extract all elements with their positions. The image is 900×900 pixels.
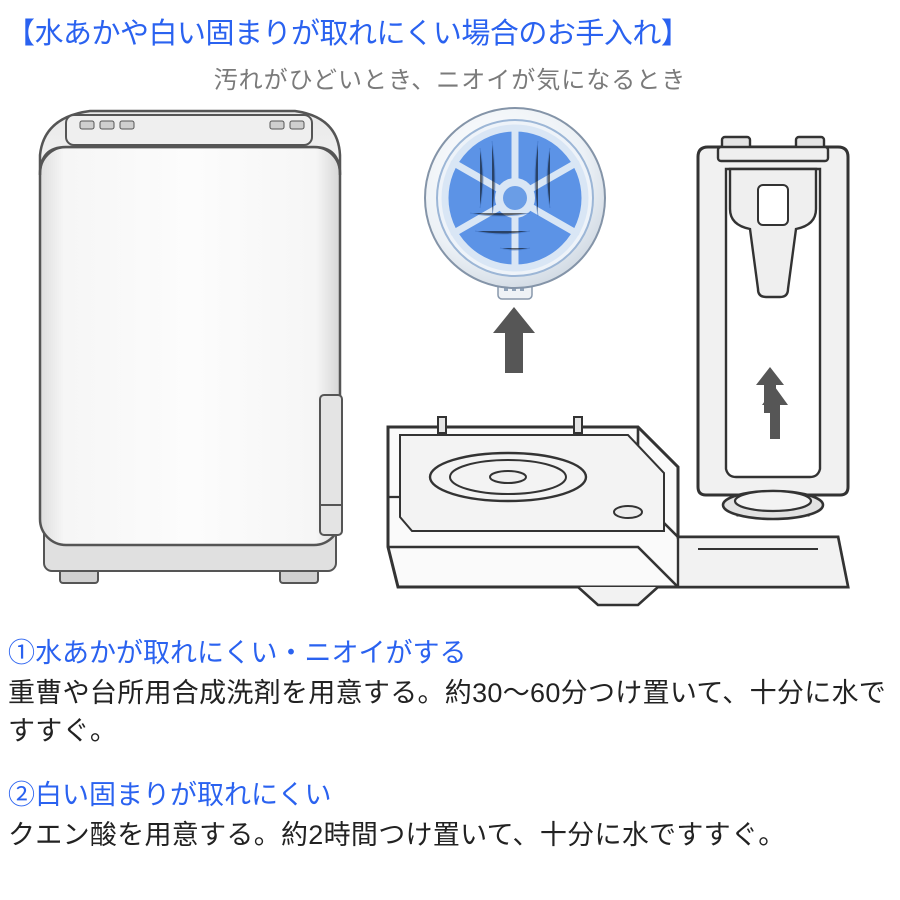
step1-heading: ①水あかが取れにくい・ニオイがする — [8, 631, 892, 670]
water-tray-tank-icon — [378, 117, 888, 617]
page-title: 【水あかや白い固まりが取れにくい場合のお手入れ】 — [0, 0, 900, 54]
step1-body: 重曹や台所用合成洗剤を用意する。約30～60分つけ置いて、十分に水ですすぐ。 — [8, 674, 892, 751]
step2-heading: ②白い固まりが取れにくい — [8, 773, 892, 812]
air-purifier-icon — [20, 95, 370, 595]
step2-body: クエン酸を用意する。約2時間つけ置いて、十分に水ですすぐ。 — [8, 816, 892, 854]
page-subtitle: 汚れがひどいとき、ニオイが気になるとき — [0, 60, 900, 95]
maintenance-diagram — [0, 95, 900, 625]
